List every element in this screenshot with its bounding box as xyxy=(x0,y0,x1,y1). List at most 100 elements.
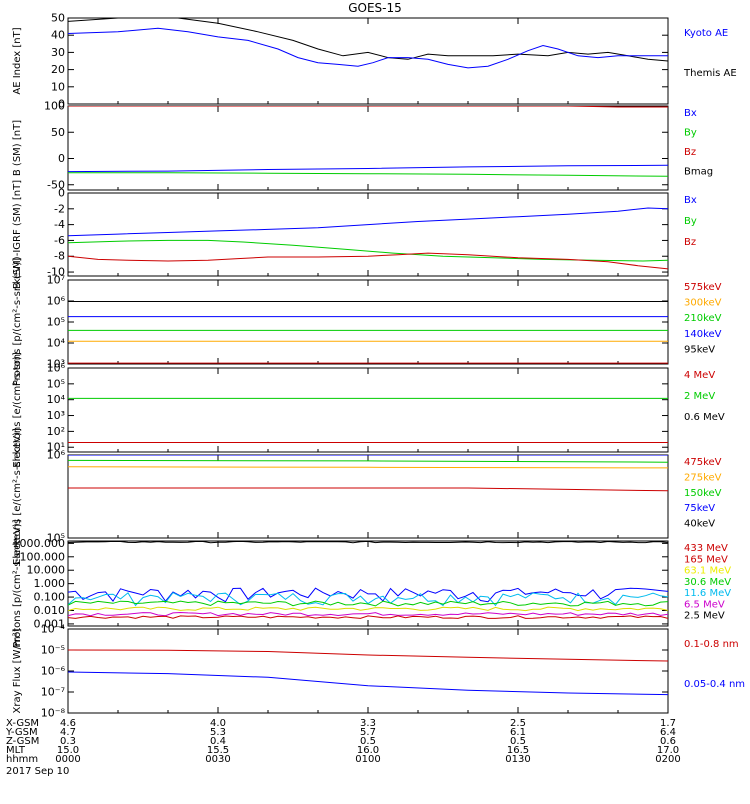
series-group xyxy=(68,541,668,619)
legend-label: 40keV xyxy=(684,519,715,530)
x-axis-row-value: 17.0 xyxy=(657,745,679,756)
y-tick-label: 10⁻⁸ xyxy=(41,707,66,720)
x-axis-row-value: 4.7 xyxy=(60,727,76,738)
x-axis-row-value: 5.3 xyxy=(210,727,226,738)
y-tick-label: -50 xyxy=(47,178,65,191)
x-axis-row-label: hhmm xyxy=(6,754,38,765)
panel-3 xyxy=(67,192,669,277)
y-tick-label: 0 xyxy=(58,98,65,111)
x-axis-row-value: 16.5 xyxy=(507,745,529,756)
x-axis-row-value: 0.3 xyxy=(60,736,76,747)
y-axis-label: Protons [p/(cm²-s-sr-keV)] xyxy=(12,519,23,647)
series-line-bz xyxy=(68,252,668,270)
y-axis-label: B (SM)-IGRF (SM) [nT] xyxy=(12,180,23,289)
y-tick-label: 100 xyxy=(44,100,65,113)
legend-label: Bz xyxy=(684,237,696,248)
series-line-themis-ae xyxy=(68,18,668,62)
legend-label: Bx xyxy=(684,195,697,206)
legend-label: Kyoto AE xyxy=(684,28,728,39)
y-tick-label: 10¹ xyxy=(47,441,65,454)
y-tick-label: 0.001 xyxy=(34,617,66,630)
y-tick-label: 10⁶ xyxy=(47,362,66,375)
x-axis-row-value: 6.4 xyxy=(660,727,676,738)
y-axis-label: AE Index [nT] xyxy=(12,27,23,94)
legend-label: 150keV xyxy=(684,488,722,499)
y-tick-label: 10⁶ xyxy=(47,295,66,308)
panel-2 xyxy=(67,105,669,191)
series-line-0-1-0-8-nm xyxy=(68,649,668,662)
x-axis-row-value: 4.0 xyxy=(210,718,226,729)
legend-label: Bz xyxy=(684,147,696,158)
y-tick-label: 10⁷ xyxy=(47,274,65,287)
y-tick-label: 0.010 xyxy=(34,604,66,617)
y-tick-label: 10⁵ xyxy=(47,532,65,545)
series-line-275kev xyxy=(68,466,668,469)
panel-frame xyxy=(67,279,669,365)
series-line-bx xyxy=(68,207,668,237)
series-line-165-mev xyxy=(68,615,668,619)
x-axis-row-value: 0200 xyxy=(655,754,680,765)
x-axis-row-value: 0000 xyxy=(55,754,80,765)
series-line-bx xyxy=(68,164,668,173)
y-tick-label: -8 xyxy=(54,250,65,263)
series-line-11-6-mev xyxy=(68,600,668,607)
y-tick-label: 10⁵ xyxy=(47,316,65,329)
legend-label: 6.5 MeV xyxy=(684,599,725,610)
x-axis-row-value: 15.0 xyxy=(57,745,79,756)
series-line-bz xyxy=(68,106,668,108)
series-line-433-mev xyxy=(68,541,668,544)
legend-label: 0.05-0.4 nm xyxy=(684,679,745,690)
legend-label: By xyxy=(684,128,697,139)
x-axis-row-value: 2.5 xyxy=(510,718,526,729)
panel-frame xyxy=(67,105,669,191)
y-tick-label: 10⁴ xyxy=(47,393,66,406)
y-tick-label: 0 xyxy=(58,187,65,200)
x-axis-row-value: 0.5 xyxy=(510,736,526,747)
y-tick-label: 10⁻⁴ xyxy=(41,623,66,636)
legend-label: 275keV xyxy=(684,472,722,483)
y-tick-label: 10 xyxy=(51,80,65,93)
x-axis-row-value: 15.5 xyxy=(207,745,229,756)
y-tick-label: 1000.000 xyxy=(13,537,66,550)
series-group xyxy=(68,106,668,177)
y-axis-label: Protons [p/(cm²-s-sr-keV)] xyxy=(12,258,23,386)
legend-label: 0.6 MeV xyxy=(684,412,725,423)
x-axis-row-value: 0100 xyxy=(355,754,380,765)
legend-label: 475keV xyxy=(684,457,722,468)
panel-4 xyxy=(67,279,669,365)
legend-label: Bx xyxy=(684,108,697,119)
x-axis-row-label: MLT xyxy=(6,745,26,756)
x-axis-row-value: 16.0 xyxy=(357,745,379,756)
series-group xyxy=(68,455,668,492)
y-tick-label: -4 xyxy=(54,218,65,231)
date-label: 2017 Sep 10 xyxy=(6,766,69,777)
panel-frame xyxy=(67,540,669,627)
series-line-475kev xyxy=(68,487,668,492)
y-tick-label: -6 xyxy=(54,234,65,247)
x-axis-row-value: 0.4 xyxy=(210,736,226,747)
series-line-by xyxy=(68,172,668,177)
series-group xyxy=(68,368,668,443)
legend-label: Bmag xyxy=(684,167,713,178)
legend-label: 2.5 MeV xyxy=(684,611,725,622)
y-tick-label: 100.000 xyxy=(20,550,66,563)
panel-frame xyxy=(67,628,669,714)
legend-label: 11.6 MeV xyxy=(684,588,731,599)
legend-label: 75keV xyxy=(684,503,715,514)
panel-5 xyxy=(67,367,669,453)
chart-title: GOES-15 xyxy=(348,1,402,15)
panel-1 xyxy=(67,17,669,105)
series-line-2-5-mev xyxy=(68,587,668,603)
x-axis-row-value: 5.7 xyxy=(360,727,376,738)
legend-label: 2 MeV xyxy=(684,391,715,402)
series-line-by xyxy=(68,239,668,262)
y-tick-label: 10³ xyxy=(47,358,65,371)
legend-label: 433 MeV xyxy=(684,543,728,554)
legend-label: Themis AE xyxy=(683,68,737,79)
series-line-150kev xyxy=(68,459,668,463)
y-tick-label: 10⁴ xyxy=(47,337,66,350)
y-tick-label: 10⁵ xyxy=(47,377,65,390)
panel-frame xyxy=(67,367,669,453)
x-axis-row-label: Z-GSM xyxy=(6,736,39,747)
